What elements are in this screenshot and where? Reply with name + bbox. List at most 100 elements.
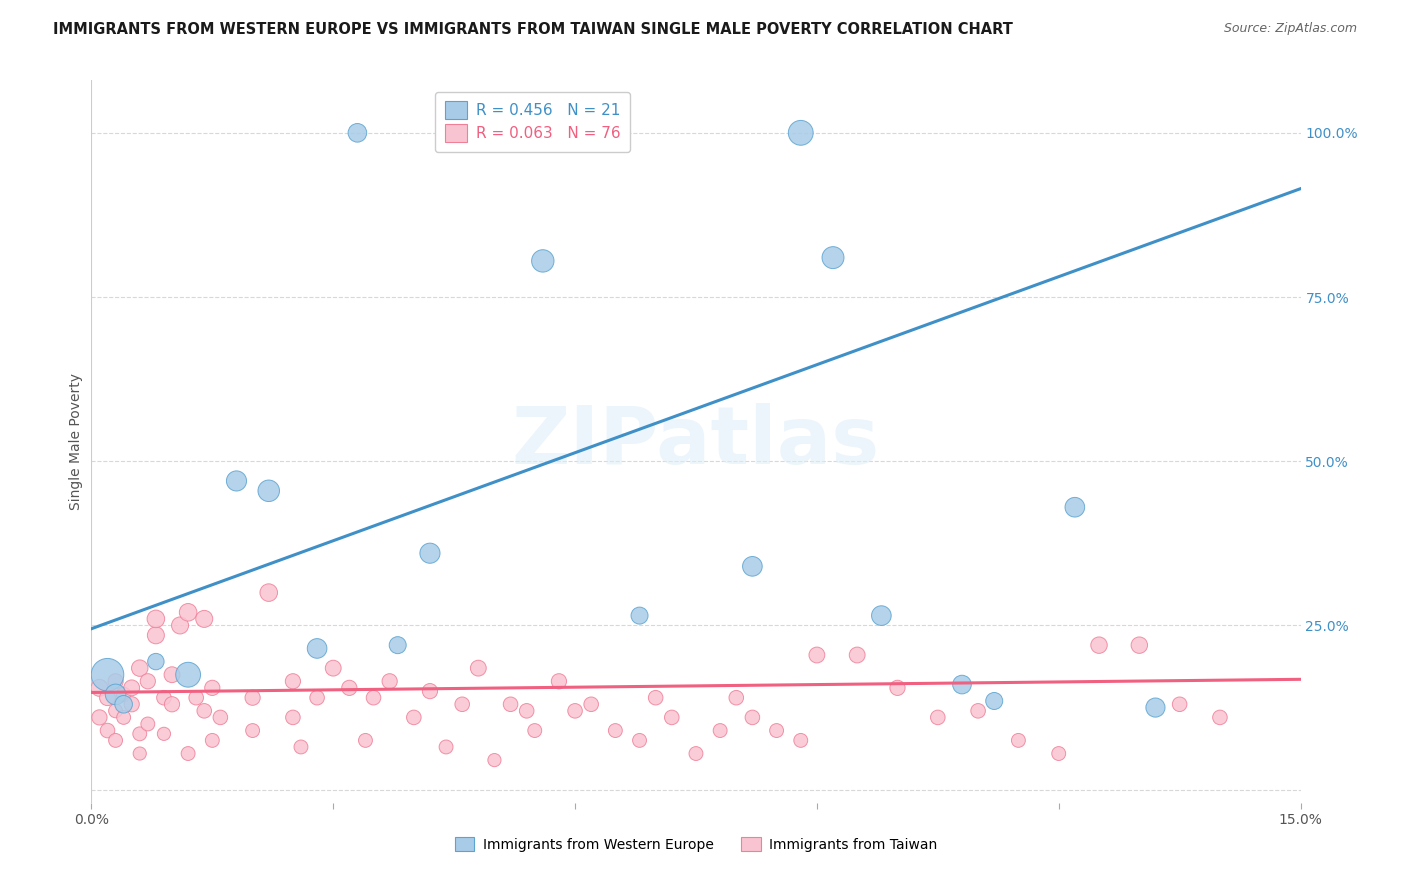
Point [927, 710, 949, 724]
Point [846, 648, 869, 662]
Point [516, 704, 538, 718]
Point [290, 739, 312, 754]
Point [121, 681, 143, 695]
Point [104, 733, 127, 747]
Point [419, 546, 441, 560]
Point [950, 677, 973, 691]
Point [160, 698, 183, 712]
Point [136, 674, 159, 689]
Point [579, 698, 602, 712]
Point [725, 690, 748, 705]
Point [499, 698, 522, 712]
Point [307, 690, 329, 705]
Point [112, 710, 135, 724]
Point [307, 641, 329, 656]
Point [177, 605, 200, 619]
Point [186, 690, 208, 705]
Point [242, 723, 264, 738]
Point [281, 674, 304, 689]
Text: Source: ZipAtlas.com: Source: ZipAtlas.com [1223, 22, 1357, 36]
Point [765, 723, 787, 738]
Point [451, 698, 474, 712]
Point [806, 648, 828, 662]
Point [402, 710, 425, 724]
Point [419, 684, 441, 698]
Point [153, 727, 176, 741]
Point [548, 674, 571, 689]
Point [153, 690, 176, 705]
Point [1088, 638, 1111, 652]
Point [145, 655, 167, 669]
Point [242, 690, 264, 705]
Point [685, 747, 707, 761]
Point [337, 681, 360, 695]
Point [821, 251, 844, 265]
Point [169, 618, 191, 632]
Point [112, 698, 135, 712]
Point [96, 690, 118, 705]
Point [96, 723, 118, 738]
Point [1128, 638, 1150, 652]
Point [281, 710, 304, 724]
Text: IMMIGRANTS FROM WESTERN EUROPE VS IMMIGRANTS FROM TAIWAN SINGLE MALE POVERTY COR: IMMIGRANTS FROM WESTERN EUROPE VS IMMIGR… [53, 22, 1014, 37]
Point [322, 661, 344, 675]
Text: ZIPatlas: ZIPatlas [512, 402, 880, 481]
Point [870, 608, 893, 623]
Point [1007, 733, 1029, 747]
Point [346, 126, 368, 140]
Point [177, 667, 200, 681]
Point [128, 661, 150, 675]
Point [354, 733, 377, 747]
Point [121, 698, 143, 712]
Point [387, 638, 409, 652]
Point [136, 717, 159, 731]
Y-axis label: Single Male Poverty: Single Male Poverty [69, 373, 83, 510]
Point [209, 710, 232, 724]
Point [1144, 700, 1167, 714]
Point [89, 710, 111, 724]
Point [628, 733, 651, 747]
Point [1209, 710, 1232, 724]
Point [104, 674, 127, 689]
Point [378, 674, 401, 689]
Point [983, 694, 1005, 708]
Point [104, 704, 127, 718]
Point [363, 690, 385, 705]
Point [257, 483, 280, 498]
Point [112, 687, 135, 701]
Point [1168, 698, 1191, 712]
Point [605, 723, 627, 738]
Point [225, 474, 247, 488]
Point [967, 704, 990, 718]
Point [201, 681, 224, 695]
Point [145, 612, 167, 626]
Point [644, 690, 666, 705]
Point [484, 753, 506, 767]
Point [193, 704, 215, 718]
Point [104, 687, 127, 701]
Point [177, 747, 200, 761]
Point [741, 710, 763, 724]
Point [741, 559, 763, 574]
Point [257, 585, 280, 599]
Point [145, 628, 167, 642]
Point [128, 747, 150, 761]
Point [790, 126, 813, 140]
Point [1063, 500, 1085, 515]
Point [531, 253, 554, 268]
Point [1047, 747, 1070, 761]
Point [467, 661, 489, 675]
Point [523, 723, 546, 738]
Point [89, 681, 111, 695]
Point [128, 727, 150, 741]
Point [201, 733, 224, 747]
Point [193, 612, 215, 626]
Point [709, 723, 731, 738]
Point [434, 739, 457, 754]
Point [96, 667, 118, 681]
Legend: R = 0.456   N = 21, R = 0.063   N = 76: R = 0.456 N = 21, R = 0.063 N = 76 [436, 92, 630, 152]
Point [564, 704, 586, 718]
Point [661, 710, 683, 724]
Point [886, 681, 908, 695]
Point [628, 608, 651, 623]
